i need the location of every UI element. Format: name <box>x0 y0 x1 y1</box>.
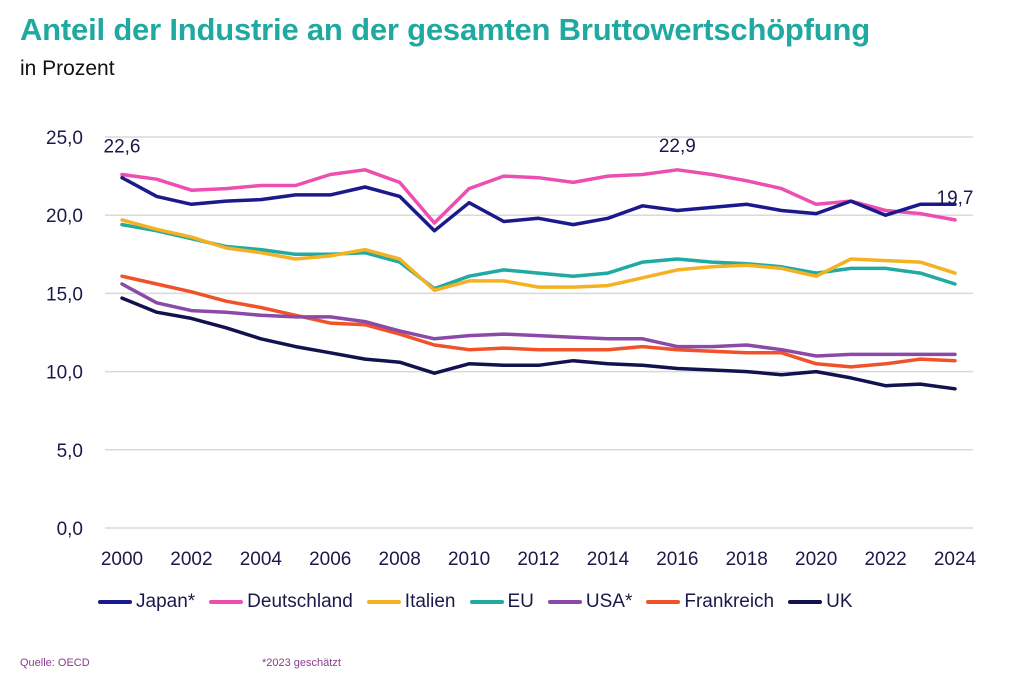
series-line-frankreich <box>120 274 957 369</box>
legend: Japan* Deutschland Italien EU USA* Frankreich… <box>98 591 867 613</box>
data-label: 22,6 <box>104 137 141 158</box>
series-line-usa <box>120 282 957 358</box>
legend-swatch <box>788 600 823 604</box>
legend-label: USA* <box>585 591 633 612</box>
chart-title: Anteil der Industrie an der gesamten Bru… <box>20 12 871 47</box>
legend-swatch <box>209 600 244 604</box>
legend-item: UK <box>788 591 853 613</box>
data-label: 19,7 <box>937 188 974 209</box>
x-tick-label: 2010 <box>448 549 490 570</box>
legend-label: Deutschland <box>247 591 353 612</box>
series-line-japan <box>120 175 957 233</box>
x-axis-ticks: 2000 2002 2004 2006 2008 2010 2012 2014 2016 2018… <box>101 549 977 570</box>
legend-label: Japan* <box>136 591 196 612</box>
series-line-deutschland <box>120 168 957 225</box>
source-note: Quelle: OECD <box>20 657 90 669</box>
x-tick-label: 2016 <box>656 549 698 570</box>
x-tick-label: 2006 <box>309 549 351 570</box>
legend-item: Frankreich <box>646 591 774 613</box>
y-axis-ticks: 0,0 5,0 10,0 15,0 20,0 25,0 <box>46 128 83 540</box>
series-line-eu <box>120 222 957 291</box>
y-tick-label: 25,0 <box>46 128 83 149</box>
x-tick-label: 2022 <box>864 549 906 570</box>
legend-item: EU <box>469 591 534 613</box>
series-line-italien <box>120 218 957 293</box>
legend-item: USA* <box>547 591 633 613</box>
legend-label: EU <box>507 591 534 612</box>
data-label: 22,9 <box>659 136 696 157</box>
y-tick-label: 5,0 <box>57 441 83 462</box>
y-tick-label: 10,0 <box>46 363 83 384</box>
x-tick-label: 2000 <box>101 549 143 570</box>
legend-swatch <box>98 600 132 604</box>
x-tick-label: 2014 <box>587 549 630 570</box>
y-tick-label: 0,0 <box>57 519 83 540</box>
x-tick-label: 2018 <box>726 549 768 570</box>
series-line-uk <box>120 296 957 391</box>
legend-label: UK <box>826 591 853 612</box>
grid-lines <box>105 136 973 529</box>
series-lines <box>120 168 957 391</box>
legend-swatch <box>366 600 401 604</box>
x-tick-label: 2002 <box>170 549 212 570</box>
annotations: 22,6 22,9 19,7 <box>104 136 974 209</box>
chart-subtitle: in Prozent <box>20 57 115 80</box>
legend-swatch <box>469 600 504 604</box>
legend-label: Italien <box>404 591 456 612</box>
x-tick-label: 2008 <box>379 549 421 570</box>
estimate-footnote: *2023 geschätzt <box>262 657 341 669</box>
legend-item: Italien <box>366 591 456 613</box>
x-tick-label: 2024 <box>934 549 977 570</box>
legend-item: Deutschland <box>209 591 353 613</box>
x-tick-label: 2004 <box>240 549 283 570</box>
y-tick-label: 15,0 <box>46 284 83 305</box>
x-tick-label: 2020 <box>795 549 837 570</box>
legend-item: Japan* <box>98 591 195 613</box>
legend-label: Frankreich <box>684 591 775 612</box>
legend-swatch <box>547 600 582 604</box>
x-tick-label: 2012 <box>517 549 559 570</box>
legend-swatch <box>646 600 681 604</box>
y-tick-label: 20,0 <box>46 206 83 227</box>
